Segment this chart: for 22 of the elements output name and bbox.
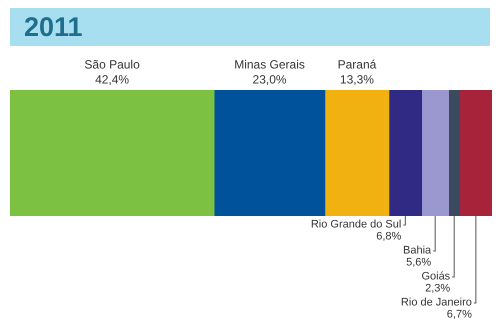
bar (448, 90, 460, 216)
series-label: Minas Gerais (234, 57, 305, 72)
data-label: 42,4% (95, 72, 130, 86)
bar (10, 90, 214, 216)
text: Rio de Janeiro (400, 296, 472, 309)
data-label: 5,6% (406, 256, 432, 269)
series-label: Rio Grande do Sul (310, 218, 402, 231)
series-label: Paraná (338, 57, 377, 72)
bar (324, 90, 390, 216)
text: Bahia (403, 244, 432, 257)
bar (214, 90, 326, 216)
data-label: 13,3% (340, 72, 374, 86)
chart-title: 2011 (24, 12, 83, 42)
bar (388, 90, 422, 216)
data-label: 6,7% (446, 308, 472, 321)
data-label: 6,8% (376, 230, 402, 243)
bar (459, 90, 492, 216)
text: Goiás (421, 270, 451, 283)
data-label: 23,0% (252, 72, 287, 86)
bar (421, 90, 449, 216)
data-label: 2,3% (425, 282, 450, 295)
series-label: São Paulo (84, 57, 140, 72)
